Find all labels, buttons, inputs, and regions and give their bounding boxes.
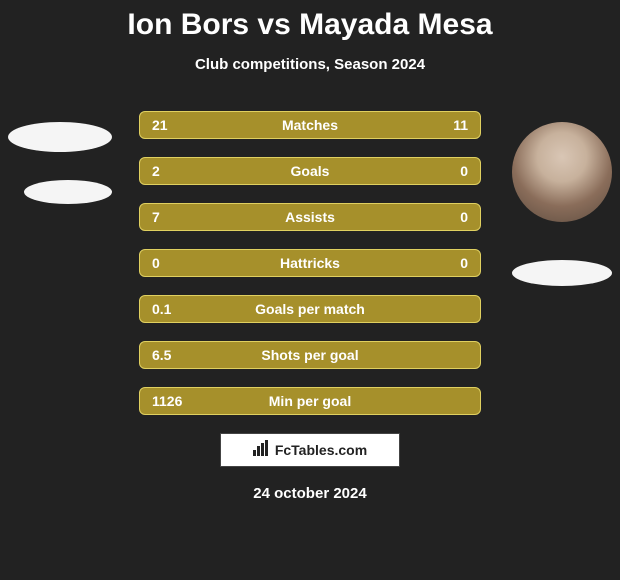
stat-left-value: 1126 (140, 393, 200, 409)
stat-label: Assists (200, 209, 420, 225)
stat-right-value: 11 (420, 117, 480, 133)
stat-right-value: 0 (420, 255, 480, 271)
page-title: Ion Bors vs Mayada Mesa (0, 0, 620, 42)
stat-row: 0Hattricks0 (139, 249, 481, 277)
stat-row: 0.1Goals per match (139, 295, 481, 323)
stat-label: Shots per goal (200, 347, 420, 363)
stat-right-value: 0 (420, 209, 480, 225)
stat-label: Goals per match (200, 301, 420, 317)
stat-right-value: 0 (420, 163, 480, 179)
right-player-avatar (512, 122, 612, 222)
stat-row: 2Goals0 (139, 157, 481, 185)
stat-left-value: 6.5 (140, 347, 200, 363)
stat-row: 7Assists0 (139, 203, 481, 231)
stat-row: 21Matches11 (139, 111, 481, 139)
left-player-photo-placeholder (8, 122, 112, 152)
stat-left-value: 2 (140, 163, 200, 179)
stat-label: Hattricks (200, 255, 420, 271)
branding-text: FcTables.com (275, 442, 367, 458)
stat-left-value: 0.1 (140, 301, 200, 317)
right-player-badges (512, 122, 612, 286)
stat-left-value: 7 (140, 209, 200, 225)
date-label: 24 october 2024 (0, 485, 620, 502)
stat-row: 6.5Shots per goal (139, 341, 481, 369)
left-player-club-placeholder (24, 180, 112, 204)
left-player-badges (8, 122, 112, 204)
stat-row: 1126Min per goal (139, 387, 481, 415)
stat-label: Min per goal (200, 393, 420, 409)
subtitle: Club competitions, Season 2024 (0, 56, 620, 73)
right-player-club-placeholder (512, 260, 612, 286)
stat-left-value: 0 (140, 255, 200, 271)
bar-chart-icon (253, 440, 271, 461)
branding-badge: FcTables.com (220, 433, 400, 467)
stat-label: Goals (200, 163, 420, 179)
stat-left-value: 21 (140, 117, 200, 133)
stat-label: Matches (200, 117, 420, 133)
stats-table: 21Matches112Goals07Assists00Hattricks00.… (139, 111, 481, 415)
